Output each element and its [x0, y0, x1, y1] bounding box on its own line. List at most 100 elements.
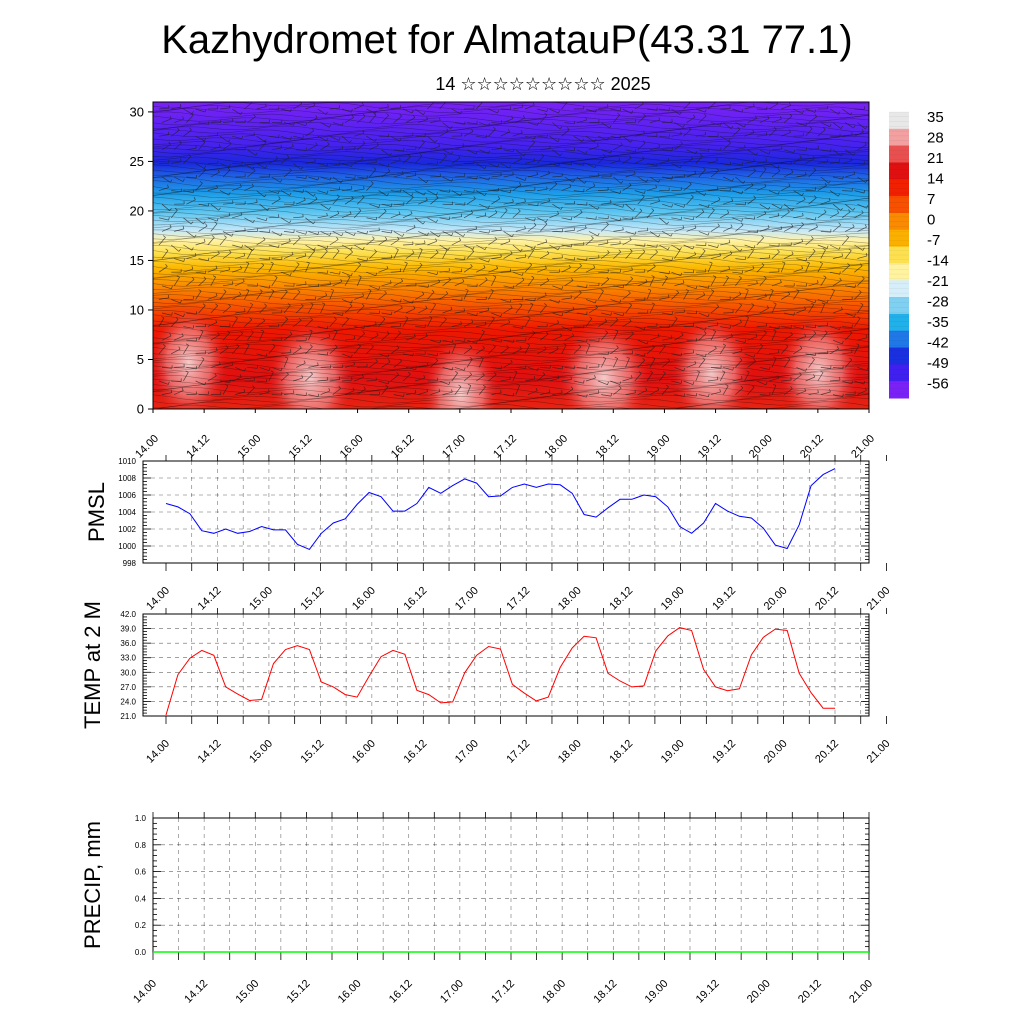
- wind-barb-flag: [463, 367, 466, 371]
- wind-barb: [283, 146, 294, 151]
- wind-barb-flag: [717, 322, 719, 326]
- wind-barb: [381, 282, 392, 287]
- contour-line: [153, 176, 869, 184]
- wind-barb-flag: [500, 313, 503, 317]
- wind-barb: [658, 217, 668, 225]
- wind-barb-flag: [544, 221, 548, 225]
- warm-cell: [153, 302, 229, 409]
- wind-barb: [378, 353, 389, 358]
- wind-barb-flag: [752, 265, 755, 269]
- wind-barb-flag: [838, 246, 841, 250]
- wind-barb: [479, 203, 489, 209]
- wind-barb-flag: [326, 137, 329, 141]
- wind-barb-flag: [866, 367, 869, 371]
- wind-barb: [832, 280, 842, 287]
- wind-barb-flag: [249, 317, 253, 321]
- wind-barb: [759, 118, 770, 123]
- colorbar-label: -21: [927, 273, 949, 290]
- wind-barb: [369, 335, 379, 341]
- wind-barb-flag: [727, 210, 730, 214]
- wind-barb-flag: [303, 360, 306, 364]
- wind-barb: [832, 309, 843, 314]
- wind-barb: [427, 291, 435, 300]
- wind-barb: [842, 380, 852, 385]
- wind-barb-flag: [657, 333, 660, 337]
- wind-barb: [402, 213, 413, 219]
- wind-barb: [293, 377, 303, 382]
- wind-barb: [320, 284, 331, 287]
- contour-line: [153, 111, 869, 119]
- wind-barb-flag: [704, 131, 707, 135]
- wind-barb: [418, 335, 428, 341]
- wind-barb-flag: [511, 234, 514, 237]
- wind-barb: [561, 297, 572, 300]
- wind-barb: [793, 268, 803, 273]
- wind-barb-flag: [291, 251, 294, 255]
- wind-barb: [662, 203, 672, 208]
- wind-barb: [561, 129, 570, 137]
- wind-barb: [341, 163, 352, 167]
- wind-barb-flag: [363, 325, 365, 329]
- wind-barb-flag: [252, 248, 255, 251]
- wind-barb: [491, 339, 502, 343]
- wind-barb: [854, 163, 865, 165]
- wind-barb-flag: [350, 272, 353, 277]
- wind-barb-flag: [325, 111, 328, 115]
- wind-barb-flag: [739, 319, 742, 323]
- wind-barb: [698, 285, 709, 289]
- contour-line: [153, 108, 869, 116]
- wind-barb-flag: [753, 195, 756, 199]
- wind-barb: [747, 386, 755, 395]
- wind-barb: [637, 251, 646, 259]
- wind-barb: [393, 173, 404, 178]
- wind-barb-flag: [680, 353, 683, 357]
- wind-barb-flag: [842, 176, 844, 180]
- wind-barb: [784, 334, 793, 341]
- wind-barb: [170, 209, 178, 219]
- contour-line: [153, 169, 869, 177]
- wind-barb: [393, 149, 404, 152]
- wind-barb: [268, 135, 279, 138]
- wind-barb: [158, 380, 169, 385]
- wind-barb-flag: [180, 158, 182, 162]
- wind-barb-flag: [639, 208, 643, 212]
- wind-barb-flag: [375, 110, 377, 114]
- wind-barb-flag: [594, 139, 597, 142]
- wind-barb-flag: [169, 115, 172, 119]
- wind-barb-flag: [268, 367, 271, 371]
- wind-barb: [698, 394, 709, 398]
- wind-barb-flag: [240, 331, 243, 334]
- colorbar-label: -28: [927, 294, 949, 311]
- wind-barb-flag: [191, 266, 194, 270]
- wind-barb-flag: [633, 171, 636, 175]
- wind-barb: [661, 360, 671, 368]
- wind-barb: [210, 305, 218, 314]
- wind-barb: [451, 108, 461, 115]
- wind-barb: [634, 326, 645, 330]
- wind-barb-flag: [312, 248, 316, 252]
- wind-barb: [576, 176, 585, 184]
- wind-barb-flag: [722, 370, 726, 373]
- wind-barb: [210, 334, 220, 341]
- wind-barb-flag: [730, 251, 733, 254]
- wind-barb: [259, 231, 270, 233]
- wind-barb-flag: [286, 371, 289, 375]
- wind-barb-flag: [361, 156, 364, 160]
- wind-barb-flag: [740, 348, 743, 352]
- wind-barb: [540, 173, 550, 178]
- wind-barb: [552, 335, 562, 341]
- contour-line: [153, 237, 869, 245]
- wind-barb-flag: [791, 223, 794, 227]
- wind-barb-flag: [445, 290, 449, 294]
- x-tick-label: 15.12: [299, 585, 327, 613]
- wind-barb: [854, 212, 864, 219]
- wind-barb: [320, 367, 331, 369]
- wind-barb-flag: [181, 333, 184, 337]
- wind-barbs: [158, 102, 869, 398]
- wind-barb-flag: [857, 316, 861, 319]
- wind-barb-flag: [571, 244, 573, 248]
- wind-barb: [418, 285, 429, 288]
- y-tick-label: 33.0: [120, 654, 136, 663]
- wind-barb: [524, 344, 531, 354]
- wind-barb: [161, 392, 172, 395]
